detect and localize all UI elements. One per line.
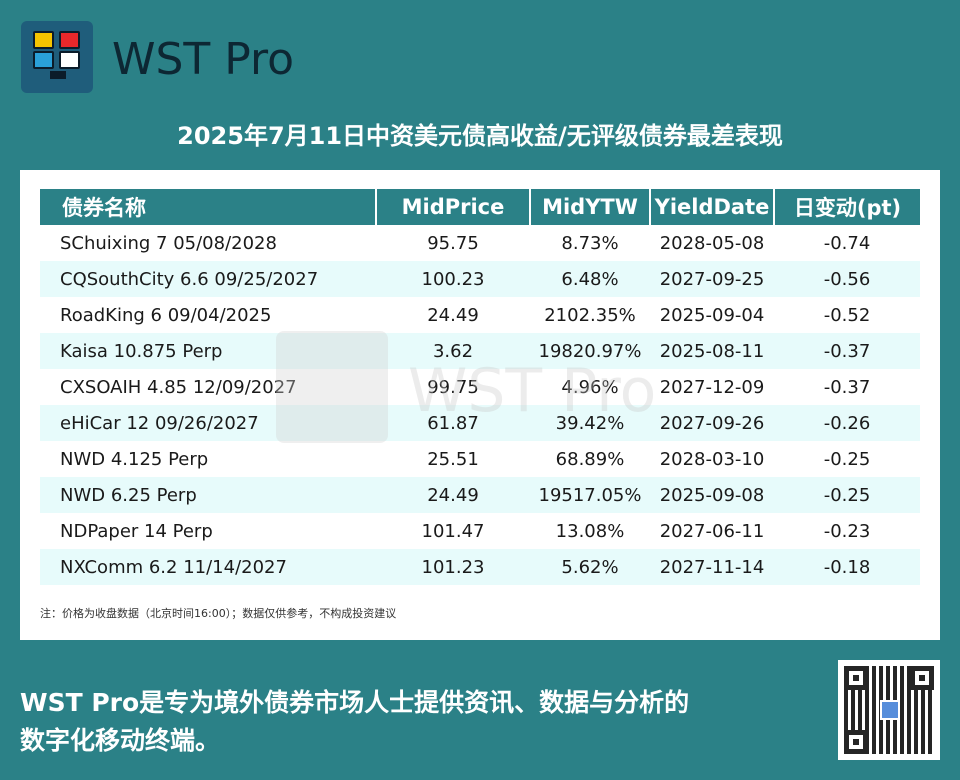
- bond-table: 债券名称 MidPrice MidYTW YieldDate 日变动(pt) S…: [40, 189, 920, 585]
- brand-logo: [21, 21, 93, 93]
- yield-date-cell: 2025-09-04: [659, 304, 765, 326]
- qr-finder: [910, 666, 934, 690]
- bond-name-cell: NDPaper 14 Perp: [60, 520, 213, 542]
- daily-change-cell: -0.25: [823, 448, 871, 470]
- daily-change-cell: -0.26: [774, 405, 920, 441]
- mid-price-cell: 101.23: [376, 549, 530, 585]
- yield-date-cell: 2027-06-11: [659, 520, 765, 542]
- logo-square-white: [59, 51, 80, 69]
- mid-ytw-cell: 39.42%: [530, 405, 650, 441]
- qr-code: [838, 660, 940, 760]
- mid-price-cell: 95.75: [427, 232, 479, 254]
- daily-change-cell: -0.37: [774, 333, 920, 369]
- yield-date-cell: 2027-09-26: [650, 405, 774, 441]
- daily-change-cell: -0.18: [774, 549, 920, 585]
- watermark-logo: [276, 331, 388, 443]
- mid-price-cell: 24.49: [376, 477, 530, 513]
- logo-stand: [50, 71, 66, 79]
- qr-pattern: [844, 666, 934, 754]
- qr-center-icon: [880, 700, 900, 720]
- column-header: 日变动(pt): [774, 189, 920, 225]
- table-row: SChuixing 7 05/08/2028 95.75 8.73% 2028-05-…: [40, 225, 920, 261]
- brand-name: WST Pro: [112, 34, 295, 85]
- bond-name-cell: NXComm 6.2 11/14/2027: [40, 549, 376, 585]
- daily-change-cell: -0.37: [823, 376, 871, 398]
- table-row: CQSouthCity 6.6 09/25/2027 100.23 6.48% 202…: [40, 261, 920, 297]
- table-row: NXComm 6.2 11/14/2027 101.23 5.62% 2027-11-…: [40, 549, 920, 585]
- mid-ytw-cell: 4.96%: [561, 376, 619, 398]
- qr-finder: [844, 666, 868, 690]
- mid-ytw-cell: 13.08%: [555, 520, 625, 542]
- footnote: 注：价格为收盘数据（北京时间16:00）；数据仅供参考，不构成投资建议: [40, 607, 397, 620]
- table-row: NWD 6.25 Perp 24.49 19517.05% 2025-09-08 -0.…: [40, 477, 920, 513]
- yield-date-cell: 2027-12-09: [659, 376, 765, 398]
- mid-ytw-cell: 2102.35%: [544, 304, 636, 326]
- mid-ytw-cell: 19820.97%: [530, 333, 650, 369]
- mid-price-cell: 101.47: [421, 520, 485, 542]
- yield-date-cell: 2025-08-11: [650, 333, 774, 369]
- daily-change-cell: -0.56: [774, 261, 920, 297]
- mid-price-cell: 99.75: [427, 376, 479, 398]
- mid-ytw-cell: 6.48%: [530, 261, 650, 297]
- table-row: RoadKing 6 09/04/2025 24.49 2102.35% 2025-0…: [40, 297, 920, 333]
- logo-square-blue: [33, 51, 54, 69]
- column-header: MidPrice: [376, 189, 531, 225]
- column-header: 债券名称: [40, 189, 377, 225]
- footer-line-1: WST Pro是专为境外债券市场人士提供资讯、数据与分析的: [20, 688, 690, 717]
- bond-name-cell: CQSouthCity 6.6 09/25/2027: [40, 261, 376, 297]
- mid-ytw-cell: 19517.05%: [530, 477, 650, 513]
- daily-change-cell: -0.23: [823, 520, 871, 542]
- mid-ytw-cell: 5.62%: [530, 549, 650, 585]
- bond-name-cell: NWD 4.125 Perp: [60, 448, 209, 470]
- bond-name-cell: CXSOAIH 4.85 12/09/2027: [60, 376, 297, 398]
- daily-change-cell: -0.25: [774, 477, 920, 513]
- bond-name-cell: Kaisa 10.875 Perp: [40, 333, 376, 369]
- daily-change-cell: -0.74: [823, 232, 871, 254]
- table-row: eHiCar 12 09/26/2027 61.87 39.42% 2027-09-2…: [40, 405, 920, 441]
- column-header: MidYTW: [530, 189, 651, 225]
- bond-name-cell: eHiCar 12 09/26/2027: [40, 405, 376, 441]
- table-header-row: 债券名称 MidPrice MidYTW YieldDate 日变动(pt): [40, 189, 920, 225]
- bond-name-cell: RoadKing 6 09/04/2025: [60, 304, 272, 326]
- table-row: NDPaper 14 Perp 101.47 13.08% 2027-06-11 -0.…: [40, 513, 920, 549]
- logo-square-red: [59, 31, 80, 49]
- column-header: YieldDate: [650, 189, 775, 225]
- mid-ytw-cell: 68.89%: [555, 448, 625, 470]
- mid-price-cell: 25.51: [427, 448, 479, 470]
- mid-price-cell: 61.87: [376, 405, 530, 441]
- mid-price-cell: 100.23: [376, 261, 530, 297]
- yield-date-cell: 2027-09-25: [650, 261, 774, 297]
- bond-name-cell: SChuixing 7 05/08/2028: [60, 232, 277, 254]
- mid-price-cell: 24.49: [427, 304, 479, 326]
- table-row: Kaisa 10.875 Perp 3.62 19820.97% 2025-08-11…: [40, 333, 920, 369]
- watermark-text: WST Pro: [408, 356, 657, 426]
- qr-finder: [844, 730, 868, 754]
- yield-date-cell: 2027-11-14: [650, 549, 774, 585]
- table-row: NWD 4.125 Perp 25.51 68.89% 2028-03-10 -0.25: [40, 441, 920, 477]
- mid-price-cell: 3.62: [376, 333, 530, 369]
- logo-square-yellow: [33, 31, 54, 49]
- footer-tagline: WST Pro是专为境外债券市场人士提供资讯、数据与分析的 数字化移动终端。: [20, 684, 800, 760]
- yield-date-cell: 2025-09-08: [650, 477, 774, 513]
- mid-ytw-cell: 8.73%: [561, 232, 619, 254]
- bond-name-cell: NWD 6.25 Perp: [40, 477, 376, 513]
- yield-date-cell: 2028-05-08: [659, 232, 765, 254]
- yield-date-cell: 2028-03-10: [659, 448, 765, 470]
- daily-change-cell: -0.52: [823, 304, 871, 326]
- table-row: CXSOAIH 4.85 12/09/2027 99.75 4.96% 2027-12…: [40, 369, 920, 405]
- footer-line-2: 数字化移动终端。: [20, 726, 221, 755]
- page-title: 2025年7月11日中资美元债高收益/无评级债券最差表现: [177, 122, 783, 150]
